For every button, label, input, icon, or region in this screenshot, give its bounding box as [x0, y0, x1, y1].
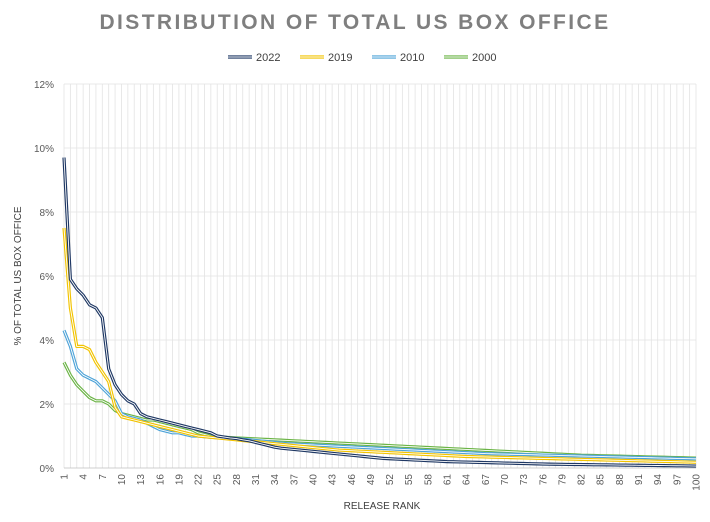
x-tick-label: 79 — [557, 474, 568, 486]
legend-label: 2010 — [400, 52, 424, 64]
y-axis-ticks: 0% 2% 4% 6% 8% 10% 12% — [34, 80, 54, 475]
legend-label: 2022 — [256, 52, 280, 64]
x-tick-label: 85 — [596, 474, 607, 486]
x-tick-label: 22 — [194, 474, 205, 486]
legend-item-2010: 2010 — [372, 52, 424, 64]
x-axis-label: RELEASE RANK — [344, 501, 421, 512]
series-lines — [62, 157, 697, 468]
x-tick-label: 1 — [60, 474, 71, 480]
x-tick-label: 28 — [232, 474, 243, 486]
x-tick-label: 13 — [136, 474, 147, 486]
x-tick-label: 25 — [213, 474, 224, 486]
x-tick-label: 88 — [615, 474, 626, 486]
x-tick-label: 7 — [98, 474, 109, 480]
series-line-inner-2022 — [63, 157, 697, 467]
series-line-inner-2010 — [63, 330, 697, 460]
x-tick-label: 70 — [500, 474, 511, 486]
x-tick-label: 58 — [423, 474, 434, 486]
x-tick-label: 31 — [251, 474, 262, 486]
x-tick-label: 43 — [328, 474, 339, 486]
legend-item-2022: 2022 — [228, 52, 280, 64]
x-tick-label: 73 — [519, 474, 530, 486]
x-tick-label: 37 — [289, 474, 300, 486]
x-tick-label: 82 — [577, 474, 588, 486]
y-tick-label: 0% — [40, 464, 55, 475]
x-tick-label: 94 — [653, 474, 664, 486]
series-line-outer-2019 — [62, 227, 697, 464]
legend: 2022 2019 2010 2000 — [228, 52, 496, 64]
x-tick-label: 16 — [155, 474, 166, 486]
x-tick-label: 55 — [404, 474, 415, 486]
x-tick-label: 52 — [385, 474, 396, 486]
y-tick-label: 8% — [40, 208, 55, 219]
x-tick-label: 40 — [308, 474, 319, 486]
x-tick-label: 34 — [270, 474, 281, 486]
y-tick-label: 10% — [34, 144, 54, 155]
x-tick-label: 46 — [347, 474, 358, 486]
series-line-outer-2010 — [62, 329, 697, 461]
y-axis-label: % OF TOTAL US BOX OFFICE — [13, 206, 24, 345]
x-axis-ticks: 1 4 7 10 13 16 19 22 25 28 31 34 37 40 43 46 49 52 55 58 61 6… — [60, 474, 703, 491]
y-tick-label: 4% — [40, 336, 55, 347]
y-tick-label: 12% — [34, 80, 54, 91]
x-tick-label: 64 — [462, 474, 473, 486]
legend-item-2000: 2000 — [444, 52, 496, 64]
legend-label: 2019 — [328, 52, 352, 64]
x-tick-label: 49 — [366, 474, 377, 486]
y-tick-label: 2% — [40, 400, 55, 411]
legend-item-2019: 2019 — [300, 52, 352, 64]
series-line-inner-2019 — [63, 227, 697, 463]
y-tick-label: 6% — [40, 272, 55, 283]
x-tick-label: 100 — [692, 474, 703, 491]
x-tick-label: 10 — [117, 474, 128, 486]
x-tick-label: 76 — [538, 474, 549, 486]
x-tick-label: 19 — [174, 474, 185, 486]
chart-title: DISTRIBUTION OF TOTAL US BOX OFFICE — [99, 11, 610, 34]
series-line-outer-2000 — [62, 361, 697, 460]
x-tick-label: 91 — [634, 474, 645, 486]
x-tick-label: 97 — [672, 474, 683, 486]
x-tick-label: 4 — [79, 474, 90, 480]
gridlines — [63, 83, 697, 469]
legend-label: 2000 — [472, 52, 496, 64]
x-tick-label: 67 — [481, 474, 492, 486]
x-tick-label: 61 — [443, 474, 454, 486]
